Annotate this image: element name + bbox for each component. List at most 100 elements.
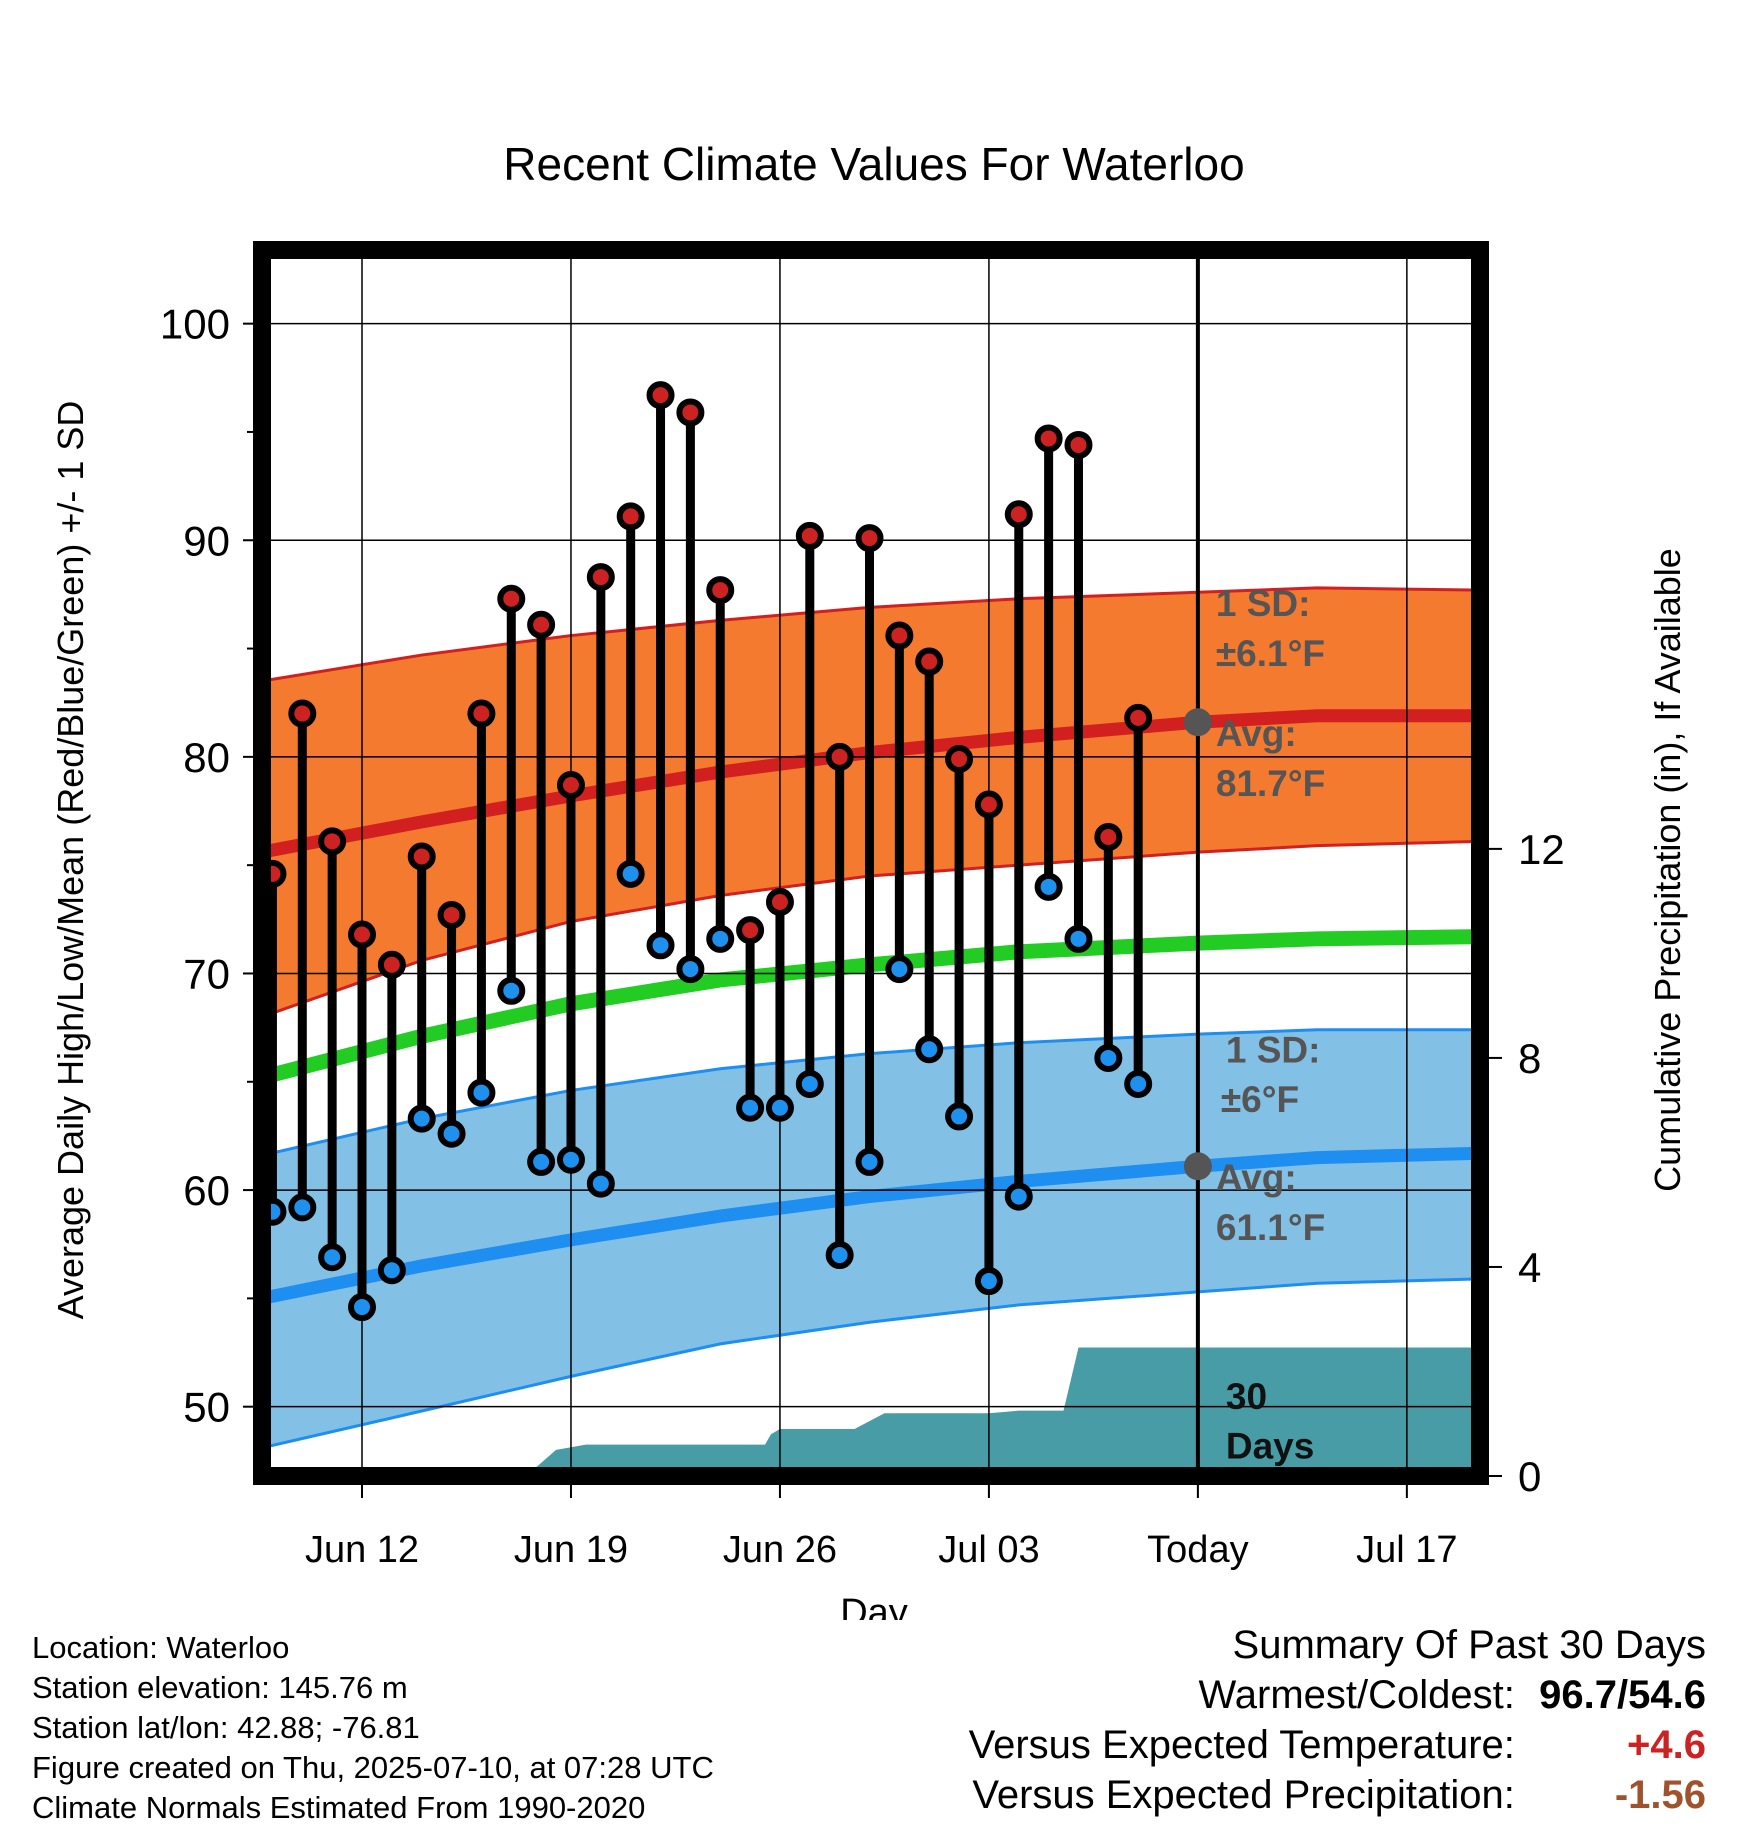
- low-sd-value: ±6°F: [1221, 1079, 1299, 1120]
- high-point: [1124, 703, 1153, 732]
- high-point: [467, 699, 496, 728]
- high-point: [1064, 430, 1093, 459]
- low-point: [765, 1093, 794, 1122]
- high-point: [527, 610, 556, 639]
- low-point: [795, 1069, 824, 1098]
- high-point: [676, 398, 705, 427]
- normals-text: Climate Normals Estimated From 1990-2020: [32, 1790, 646, 1825]
- high-point: [288, 699, 317, 728]
- y-tick-label: 90: [183, 517, 230, 564]
- y-tick-label: 50: [183, 1384, 230, 1431]
- summary-heading: Summary Of Past 30 Days: [1232, 1623, 1706, 1667]
- summary-warm-cold: Warmest/Coldest: 96.7/54.6: [969, 1670, 1707, 1720]
- low-point: [318, 1243, 347, 1272]
- high-point: [825, 742, 854, 771]
- high-point: [736, 916, 765, 945]
- precip-area: [262, 1347, 1480, 1476]
- low-point: [915, 1035, 944, 1064]
- low-point: [586, 1169, 615, 1198]
- low-point: [945, 1102, 974, 1131]
- low-point: [855, 1147, 884, 1176]
- today-low-avg-point: [1183, 1152, 1212, 1181]
- x-tick-label: Jul 03: [938, 1529, 1039, 1571]
- high-point: [915, 647, 944, 676]
- low-point: [736, 1093, 765, 1122]
- latlon-text: Station lat/lon: 42.88; -76.81: [32, 1710, 420, 1745]
- precip-label: Versus Expected Precipitation:: [972, 1773, 1515, 1817]
- plot-frame: [253, 241, 1489, 1485]
- low-point: [527, 1147, 556, 1176]
- low-point: [646, 931, 675, 960]
- low-point: [616, 859, 645, 888]
- x-tick-label: Jul 17: [1356, 1529, 1457, 1571]
- summary-panel: Summary Of Past 30 Days Warmest/Coldest:…: [969, 1620, 1706, 1820]
- high-point: [765, 887, 794, 916]
- warm-cold-value: 96.7/54.6: [1539, 1673, 1706, 1717]
- y2-tick-label: 8: [1518, 1035, 1541, 1082]
- x-tick-label: Jun 19: [514, 1529, 628, 1571]
- low-point: [825, 1241, 854, 1270]
- low-point: [885, 955, 914, 984]
- high-point: [586, 563, 615, 592]
- high-point: [795, 521, 824, 550]
- low-point: [377, 1256, 406, 1285]
- low-avg-value: 61.1°F: [1216, 1207, 1325, 1248]
- low-point: [1124, 1069, 1153, 1098]
- high-point: [497, 584, 526, 613]
- climate-chart: Recent Climate Values For Waterloo 1 SD:…: [50, 138, 1688, 1620]
- high-avg-value: 81.7°F: [1216, 763, 1325, 804]
- low-point: [1094, 1043, 1123, 1072]
- precip-days-number: 30: [1226, 1376, 1267, 1417]
- high-sd-label: 1 SD:: [1216, 583, 1311, 624]
- low-point: [348, 1293, 377, 1322]
- plot-area: [262, 250, 1480, 1476]
- y2-axis-label: Cumulative Precipitation (in), If Availa…: [1647, 548, 1688, 1192]
- high-point: [885, 621, 914, 650]
- high-point: [377, 950, 406, 979]
- x-tick-label: Jun 26: [723, 1529, 837, 1571]
- high-point: [616, 502, 645, 531]
- y2-tick-label: 0: [1518, 1453, 1541, 1500]
- low-point: [1034, 872, 1063, 901]
- low-point: [497, 976, 526, 1005]
- low-point: [1064, 924, 1093, 953]
- y2-tick-label: 12: [1518, 826, 1565, 873]
- low-point: [407, 1104, 436, 1133]
- high-point: [646, 381, 675, 410]
- low-point: [288, 1193, 317, 1222]
- y-tick-label: 60: [183, 1167, 230, 1214]
- station-info: Location: Waterloo Station elevation: 14…: [32, 1628, 714, 1828]
- high-point: [945, 745, 974, 774]
- precip-days-unit: Days: [1226, 1426, 1314, 1467]
- y-tick-label: 80: [183, 734, 230, 781]
- low-sd-lower-line: [262, 1277, 1480, 1450]
- low-point: [467, 1078, 496, 1107]
- y-axis-label: Average Daily High/Low/Mean (Red/Blue/Gr…: [50, 401, 91, 1320]
- warm-cold-label: Warmest/Coldest:: [1198, 1673, 1515, 1717]
- low-point: [706, 924, 735, 953]
- low-normal-line: [262, 1146, 1480, 1305]
- high-point: [348, 920, 377, 949]
- today-high-avg-point: [1183, 708, 1212, 737]
- high-point: [855, 524, 884, 553]
- precip-value: -1.56: [1614, 1773, 1706, 1817]
- x-axis-label: Day: [840, 1592, 908, 1620]
- summary-temp: Versus Expected Temperature: +4.6: [969, 1720, 1706, 1770]
- low-point: [437, 1119, 466, 1148]
- high-point: [706, 576, 735, 605]
- y2-tick-label: 4: [1518, 1244, 1541, 1291]
- summary-precip: Versus Expected Precipitation: -1.56: [969, 1770, 1706, 1820]
- low-point: [1004, 1182, 1033, 1211]
- low-sd-label: 1 SD:: [1226, 1029, 1321, 1070]
- location-text: Location: Waterloo: [32, 1630, 290, 1665]
- high-point: [437, 900, 466, 929]
- high-point: [974, 790, 1003, 819]
- elevation-text: Station elevation: 145.76 m: [32, 1670, 408, 1705]
- low-point: [556, 1145, 585, 1174]
- high-point: [407, 842, 436, 871]
- high-sd-value: ±6.1°F: [1216, 633, 1325, 674]
- x-tick-label: Today: [1147, 1529, 1248, 1571]
- created-text: Figure created on Thu, 2025-07-10, at 07…: [32, 1750, 714, 1785]
- high-point: [318, 827, 347, 856]
- y-tick-label: 100: [160, 301, 230, 348]
